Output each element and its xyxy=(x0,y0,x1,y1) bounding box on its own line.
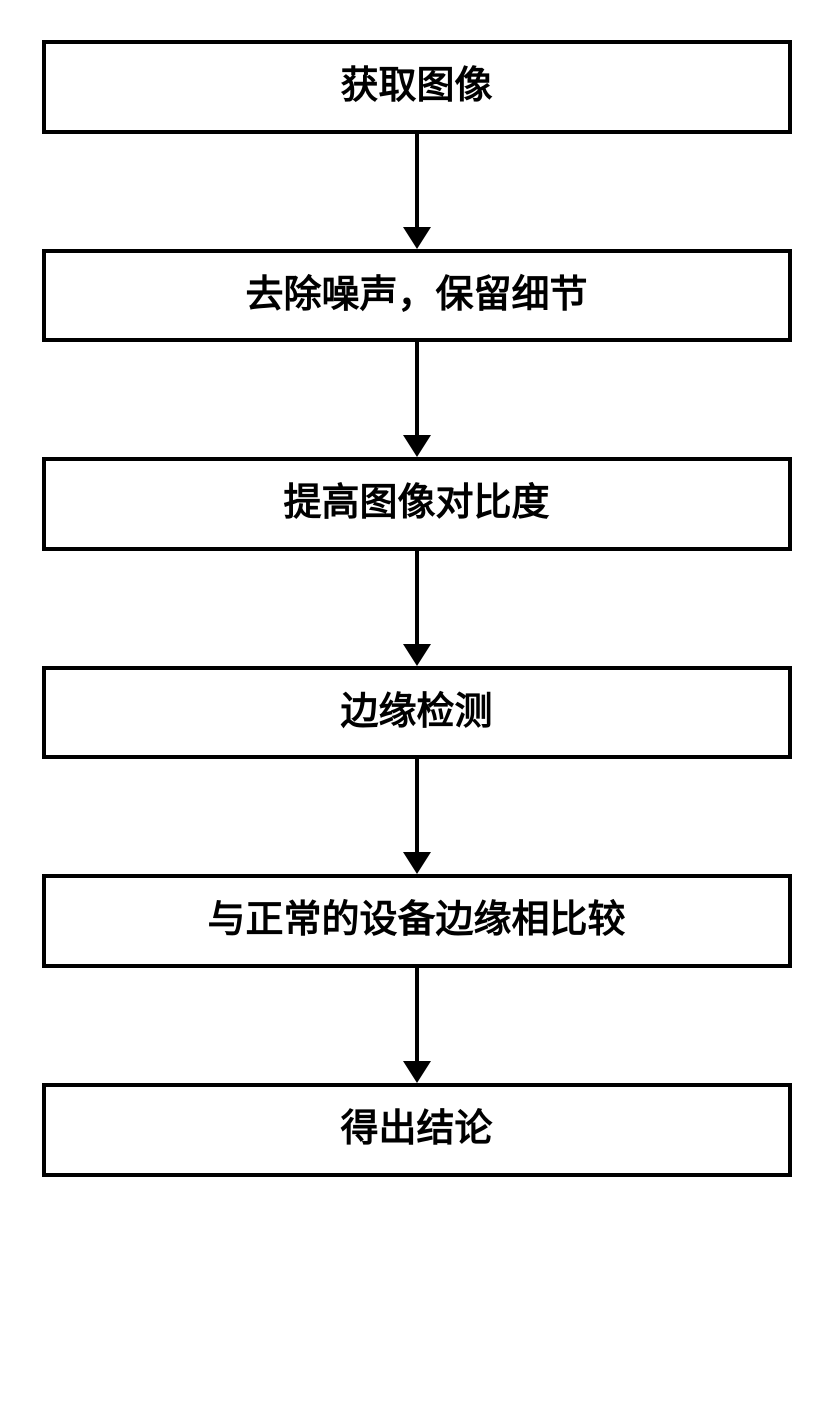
arrow-head-icon xyxy=(403,1061,431,1083)
flowchart-node: 获取图像 xyxy=(42,40,792,134)
flowchart-container: 获取图像 去除噪声，保留细节 提高图像对比度 边缘检测 与正常的设备边缘相比较 … xyxy=(42,40,792,1177)
flowchart-arrow xyxy=(403,551,431,666)
flowchart-arrow xyxy=(403,759,431,874)
node-label: 得出结论 xyxy=(340,1108,492,1150)
flowchart-arrow xyxy=(403,968,431,1083)
arrow-head-icon xyxy=(403,852,431,874)
arrow-line xyxy=(415,968,419,1061)
flowchart-node: 与正常的设备边缘相比较 xyxy=(42,874,792,968)
flowchart-node: 提高图像对比度 xyxy=(42,457,792,551)
flowchart-node: 得出结论 xyxy=(42,1083,792,1177)
arrow-line xyxy=(415,759,419,852)
arrow-line xyxy=(415,342,419,435)
arrow-head-icon xyxy=(403,435,431,457)
arrow-head-icon xyxy=(403,644,431,666)
node-label: 获取图像 xyxy=(340,65,492,107)
arrow-line xyxy=(415,134,419,227)
flowchart-arrow xyxy=(403,342,431,457)
flowchart-arrow xyxy=(403,134,431,249)
node-label: 与正常的设备边缘相比较 xyxy=(207,899,625,941)
flowchart-node: 去除噪声，保留细节 xyxy=(42,249,792,343)
node-label: 去除噪声，保留细节 xyxy=(245,274,587,316)
arrow-line xyxy=(415,551,419,644)
flowchart-node: 边缘检测 xyxy=(42,666,792,760)
arrow-head-icon xyxy=(403,227,431,249)
node-label: 提高图像对比度 xyxy=(283,482,549,524)
node-label: 边缘检测 xyxy=(340,691,492,733)
